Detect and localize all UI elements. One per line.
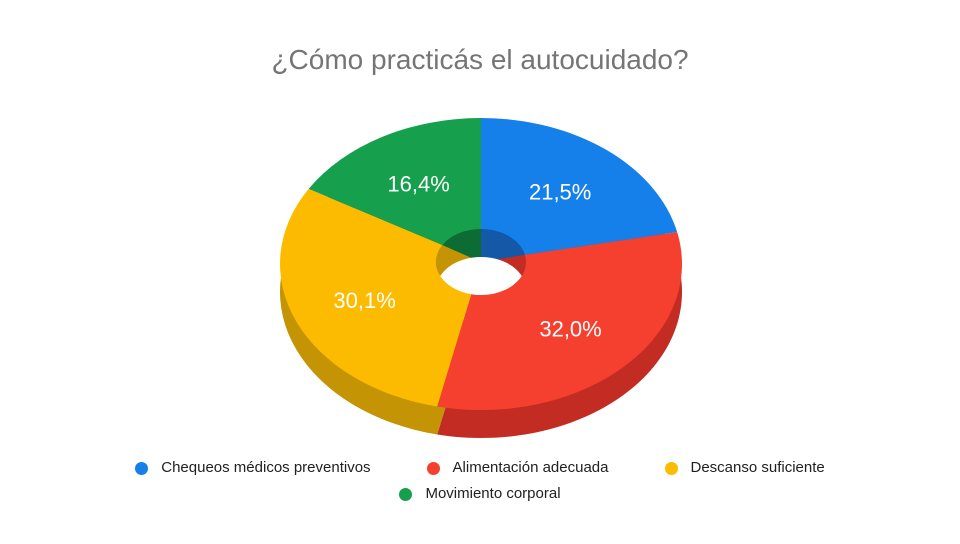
legend-label-chequeos-medicos-preventivos: Chequeos médicos preventivos xyxy=(161,459,371,476)
legend-item-movimiento-corporal: Movimiento corporal xyxy=(399,484,561,504)
legend-dot-movimiento-corporal xyxy=(399,487,413,501)
pie-slice-chequeos-medicos-preventivos[interactable] xyxy=(481,118,678,255)
legend-dot-alimentacion-adecuada xyxy=(426,461,440,475)
legend-dot-chequeos-medicos-preventivos xyxy=(135,461,149,475)
pie-slice-descanso-suficiente[interactable] xyxy=(280,188,472,407)
legend-label-descanso-suficiente: Descanso suficiente xyxy=(690,459,825,476)
legend-row: Chequeos médicos preventivos Alimentación… xyxy=(135,458,825,478)
legend-label-movimiento-corporal: Movimiento corporal xyxy=(425,485,561,502)
pie-hole-wall-chequeos-medicos-preventivos xyxy=(481,228,525,262)
legend-row: Movimiento corporal xyxy=(399,484,561,504)
legend-item-alimentacion-adecuada: Alimentación adecuada xyxy=(426,458,609,478)
pie-slice-label-movimiento-corporal: 16,4% xyxy=(387,171,449,196)
chart-title: ¿Cómo practicás el autocuidado? xyxy=(271,44,689,75)
legend-item-chequeos-medicos-preventivos: Chequeos médicos preventivos xyxy=(135,458,371,478)
legend-label-alimentacion-adecuada: Alimentación adecuada xyxy=(452,459,609,476)
pie-slice-label-descanso-suficiente: 30,1% xyxy=(333,288,395,313)
pie-slice-movimiento-corporal[interactable] xyxy=(308,118,481,246)
pie-slice-label-chequeos-medicos-preventivos: 21,5% xyxy=(529,180,591,205)
legend-dot-descanso-suficiente xyxy=(664,461,678,475)
legend-item-descanso-suficiente: Descanso suficiente xyxy=(664,458,825,478)
pie-slice-alimentacion-adecuada[interactable] xyxy=(437,232,683,410)
pie-hole-wall-movimiento-corporal xyxy=(442,228,481,262)
chart-legend: Chequeos médicos preventivos Alimentación… xyxy=(0,458,960,504)
pie-slice-label-alimentacion-adecuada: 32,0% xyxy=(539,317,601,342)
